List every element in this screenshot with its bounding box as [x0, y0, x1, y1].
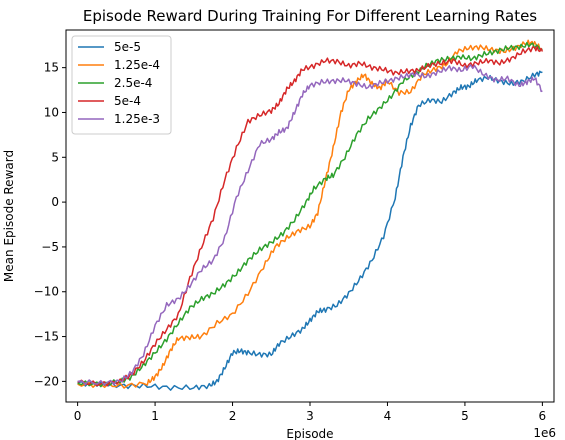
x-tick-label: 1 [151, 409, 159, 423]
y-tick-label: 0 [51, 195, 59, 209]
x-tick-label: 3 [306, 409, 314, 423]
chart-title: Episode Reward During Training For Diffe… [83, 7, 537, 25]
series-line-1 [77, 70, 543, 391]
series-line-3 [77, 41, 543, 388]
y-axis: −20 −15 −10 −5 0 5 10 15 [34, 61, 66, 388]
legend-label: 2.5e-4 [114, 76, 152, 90]
x-axis-offset-label: 1e6 [533, 426, 556, 440]
legend-label: 5e-4 [114, 94, 141, 108]
y-tick-label: 5 [51, 150, 59, 164]
y-tick-label: −10 [34, 285, 59, 299]
legend: 5e-5 1.25e-4 2.5e-4 5e-4 1.25e-3 [71, 35, 172, 135]
series-line-5 [77, 64, 543, 386]
legend-label: 1.25e-4 [114, 58, 160, 72]
x-tick-label: 2 [229, 409, 237, 423]
x-tick-label: 0 [74, 409, 82, 423]
x-tick-label: 5 [461, 409, 469, 423]
y-tick-label: −20 [34, 374, 59, 388]
plot-lines [77, 39, 544, 391]
y-axis-label: Mean Episode Reward [2, 150, 16, 282]
x-tick-label: 4 [384, 409, 392, 423]
series-line-4 [77, 45, 544, 387]
y-tick-label: −15 [34, 330, 59, 344]
x-axis: 0 1 2 3 4 5 6 [74, 402, 546, 423]
y-tick-label: 10 [44, 105, 59, 119]
series-line-2 [77, 39, 543, 389]
legend-label: 1.25e-3 [114, 112, 160, 126]
legend-box [71, 35, 172, 135]
legend-label: 5e-5 [114, 40, 141, 54]
y-tick-label: 15 [44, 61, 59, 75]
x-axis-label: Episode [286, 427, 333, 440]
y-tick-label: −5 [41, 240, 59, 254]
x-tick-label: 6 [539, 409, 547, 423]
